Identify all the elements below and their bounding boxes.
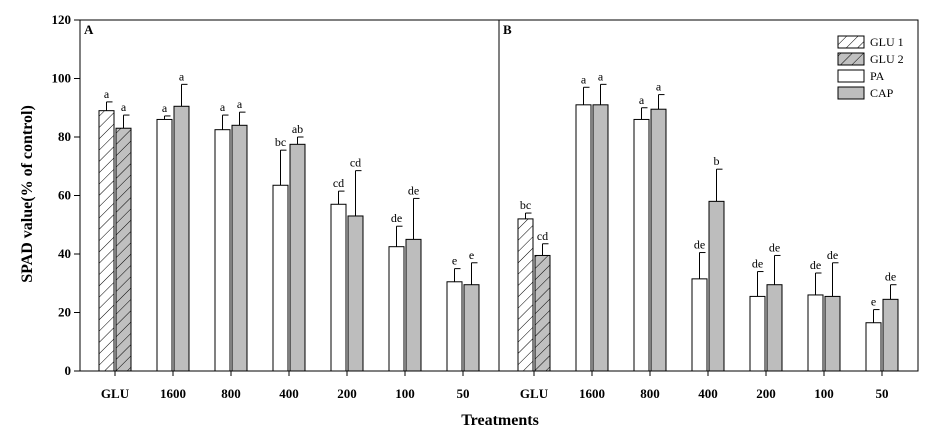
bar [865,322,882,372]
significance-label: cd [333,176,344,190]
legend-label: GLU 2 [870,52,904,66]
bar [405,238,422,372]
bar [463,284,480,372]
significance-label: de [810,258,821,272]
bar [289,143,306,372]
significance-label: de [694,238,705,252]
significance-label: bc [275,135,286,149]
significance-label: a [581,72,587,86]
y-tick-label: 60 [58,188,71,203]
significance-label: a [162,101,168,115]
significance-label: a [598,69,604,83]
x-tick-label: 50 [876,386,889,401]
bar [156,118,173,372]
bar [824,295,841,372]
bar [633,118,650,372]
panel-label-a: A [84,22,94,37]
bar [446,281,463,372]
significance-label: a [104,87,110,101]
legend-swatch [837,52,865,66]
x-tick-label: 100 [814,386,834,401]
x-tick-label: 400 [698,386,718,401]
x-tick-label: 800 [640,386,660,401]
y-axis-title: SPAD value(% of control) [19,105,36,283]
x-tick-label: 1600 [579,386,605,401]
significance-label: e [469,248,474,262]
y-tick-label: 40 [58,246,71,261]
significance-label: e [871,295,876,309]
x-tick-label: 200 [756,386,776,401]
significance-label: cd [350,156,361,170]
bar [592,104,609,372]
legend-swatch [837,86,865,100]
y-tick-label: 80 [58,129,71,144]
y-tick-label: 100 [52,71,72,86]
bar [766,284,783,372]
significance-label: b [714,154,720,168]
y-tick-label: 0 [65,363,72,378]
y-tick-label: 120 [52,12,72,27]
x-tick-label: 100 [395,386,415,401]
legend-label: GLU 1 [870,35,904,49]
bar [347,215,364,372]
bar [749,295,766,372]
x-tick-label: 1600 [160,386,186,401]
bar [214,129,231,372]
x-tick-label: GLU [101,386,130,401]
significance-label: a [237,97,243,111]
significance-label: ab [292,122,303,136]
bar [388,246,405,372]
significance-label: e [452,254,457,268]
significance-label: a [656,80,662,94]
bar [115,127,132,372]
bar [650,108,667,372]
significance-label: de [769,240,780,254]
legend-label: CAP [870,86,894,100]
significance-label: de [752,257,763,271]
significance-label: de [827,248,838,262]
bar [231,124,248,372]
significance-label: a [179,69,185,83]
y-tick-label: 20 [58,305,71,320]
bar [882,298,899,372]
bar [575,104,592,372]
bar [534,254,551,372]
bar [330,203,347,372]
bar [173,105,190,372]
panel-label-b: B [503,22,512,37]
bar [691,278,708,372]
legend-swatch [837,35,865,49]
significance-label: de [885,270,896,284]
x-tick-label: 400 [279,386,299,401]
significance-label: de [408,183,419,197]
x-tick-label: 200 [337,386,357,401]
x-tick-label: GLU [520,386,549,401]
significance-label: bc [520,198,531,212]
x-tick-label: 800 [221,386,241,401]
significance-label: de [391,211,402,225]
bar [98,110,115,372]
legend-label: PA [870,69,885,83]
x-tick-label: 50 [457,386,470,401]
bar [272,184,289,372]
significance-label: cd [537,229,548,243]
bar [517,218,534,372]
bar [708,200,725,372]
bar [807,294,824,372]
x-axis-title: Treatments [461,412,539,429]
significance-label: a [220,100,226,114]
legend-swatch [837,69,865,83]
significance-label: a [121,100,127,114]
significance-label: a [639,93,645,107]
